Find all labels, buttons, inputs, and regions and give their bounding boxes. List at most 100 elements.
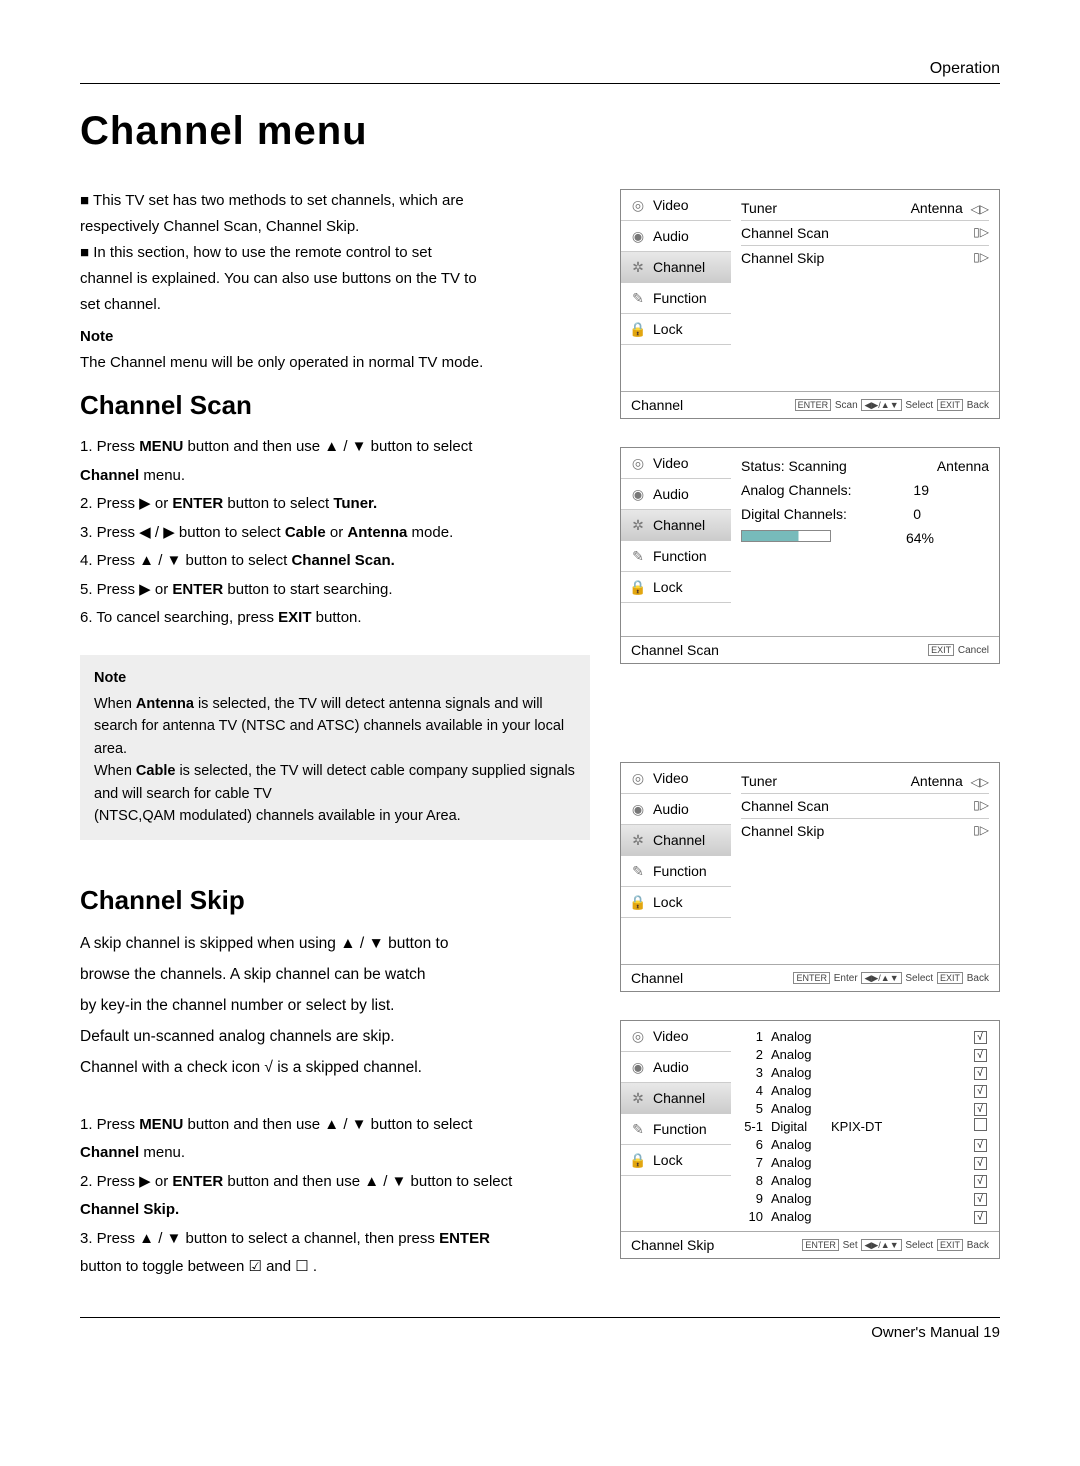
side-lock: 🔒Lock xyxy=(621,314,731,345)
side-video: ◎Video xyxy=(621,190,731,221)
audio-icon: ◉ xyxy=(629,485,647,503)
menu4-hint: ENTER Set ◀▶/▲▼ Select EXIT Back xyxy=(801,1240,989,1251)
side-lock: 🔒Lock xyxy=(621,1145,731,1176)
menu3-hint: ENTER Enter ◀▶/▲▼ Select EXIT Back xyxy=(792,973,989,984)
scan-step4: 4. Press ▲ / ▼ button to select Channel … xyxy=(80,547,590,576)
list-item: 2Analog xyxy=(741,1045,989,1063)
intro-l4: channel is explained. You can also use b… xyxy=(80,267,590,291)
menu3-footer: Channel xyxy=(631,970,683,986)
skip-step2b: Channel Skip. xyxy=(80,1196,590,1225)
menu-channel-scan: ◎Video ◉Audio ✲Channel ✎Function 🔒Lock S… xyxy=(620,447,1000,664)
side-channel: ✲Channel xyxy=(621,825,731,856)
side-function: ✎Function xyxy=(621,1114,731,1145)
lock-icon: 🔒 xyxy=(629,320,647,338)
skip-step2: 2. Press ▶ or ENTER button and then use … xyxy=(80,1168,590,1197)
scan-step5: 5. Press ▶ or ENTER button to start sear… xyxy=(80,576,590,605)
intro-note-head: Note xyxy=(80,325,590,349)
channel-icon: ✲ xyxy=(629,831,647,849)
menu3-skip: Channel Skip▯▷ xyxy=(741,819,989,843)
audio-icon: ◉ xyxy=(629,227,647,245)
list-item: 4Analog xyxy=(741,1081,989,1099)
menu2-footer: Channel Scan xyxy=(631,642,719,658)
menu2-hint: EXIT Cancel xyxy=(927,645,989,656)
menu3-tuner: TunerAntenna ◁▷ xyxy=(741,769,989,794)
function-icon: ✎ xyxy=(629,1120,647,1138)
menu1-footer: Channel xyxy=(631,397,683,413)
menu2-analog: Analog Channels:19 xyxy=(741,478,989,502)
skip-d5: Channel with a check icon √ is a skipped… xyxy=(80,1052,590,1083)
list-item: 8Analog xyxy=(741,1171,989,1189)
list-item: 3Analog xyxy=(741,1063,989,1081)
function-icon: ✎ xyxy=(629,289,647,307)
list-item: 9Analog xyxy=(741,1189,989,1207)
scan-step6: 6. To cancel searching, press EXIT butto… xyxy=(80,604,590,633)
menu1-skip: Channel Skip▯▷ xyxy=(741,246,989,270)
menu-channel: ◎Video ◉Audio ✲Channel ✎Function 🔒Lock T… xyxy=(620,189,1000,419)
side-video: ◎Video xyxy=(621,448,731,479)
side-audio: ◉Audio xyxy=(621,1052,731,1083)
lock-icon: 🔒 xyxy=(629,578,647,596)
menu1-hint: ENTER Scan ◀▶/▲▼ Select EXIT Back xyxy=(794,400,989,411)
intro-l1: This TV set has two methods to set chann… xyxy=(80,189,590,213)
list-item: 6Analog xyxy=(741,1135,989,1153)
audio-icon: ◉ xyxy=(629,1058,647,1076)
list-item: 7Analog xyxy=(741,1153,989,1171)
menu2-progress: 64% xyxy=(741,526,989,550)
lock-icon: 🔒 xyxy=(629,1151,647,1169)
list-item: 5-1DigitalKPIX-DT xyxy=(741,1117,989,1135)
footer: Owner's Manual 19 xyxy=(80,1317,1000,1341)
side-audio: ◉Audio xyxy=(621,794,731,825)
skip-d3: by key-in the channel number or select b… xyxy=(80,990,590,1021)
intro-l5: set channel. xyxy=(80,293,590,317)
list-item: 1Analog xyxy=(741,1027,989,1045)
skip-step1: 1. Press MENU button and then use ▲ / ▼ … xyxy=(80,1111,590,1140)
intro-l2: respectively Channel Scan, Channel Skip. xyxy=(80,215,590,239)
scan-step1: 1. Press MENU button and then use ▲ / ▼ … xyxy=(80,433,590,462)
menu3-scan: Channel Scan▯▷ xyxy=(741,794,989,819)
page-title: Channel menu xyxy=(80,109,1000,154)
menu1-tuner: TunerAntenna ◁▷ xyxy=(741,196,989,221)
channel-icon: ✲ xyxy=(629,1089,647,1107)
channel-icon: ✲ xyxy=(629,258,647,276)
side-audio: ◉Audio xyxy=(621,221,731,252)
side-function: ✎Function xyxy=(621,283,731,314)
side-channel: ✲Channel xyxy=(621,252,731,283)
channel-icon: ✲ xyxy=(629,516,647,534)
menu2-status: Status: ScanningAntenna xyxy=(741,454,989,478)
side-channel: ✲Channel xyxy=(621,1083,731,1114)
menu-channel-3: ◎Video ◉Audio ✲Channel ✎Function 🔒Lock T… xyxy=(620,762,1000,992)
skip-step3b: button to toggle between ☑ and ☐ . xyxy=(80,1253,590,1282)
side-video: ◎Video xyxy=(621,1021,731,1052)
intro-l3: In this section, how to use the remote c… xyxy=(80,241,590,265)
notebox-p3: (NTSC,QAM modulated) channels available … xyxy=(94,805,576,827)
side-channel: ✲Channel xyxy=(621,510,731,541)
scan-step1b: Channel menu. xyxy=(80,462,590,491)
intro-note-line: The Channel menu will be only operated i… xyxy=(80,351,590,375)
menu1-scan: Channel Scan▯▷ xyxy=(741,221,989,246)
skip-d2: browse the channels. A skip channel can … xyxy=(80,959,590,990)
notebox-p2: When Cable is selected, the TV will dete… xyxy=(94,760,576,805)
skip-step1b: Channel menu. xyxy=(80,1139,590,1168)
side-lock: 🔒Lock xyxy=(621,887,731,918)
video-icon: ◎ xyxy=(629,454,647,472)
list-item: 10Analog xyxy=(741,1207,989,1225)
channel-list: 1Analog2Analog3Analog4Analog5Analog5-1Di… xyxy=(731,1021,999,1231)
skip-d4: Default un-scanned analog channels are s… xyxy=(80,1021,590,1052)
notebox-p1: When Antenna is selected, the TV will de… xyxy=(94,693,576,760)
skip-step3: 3. Press ▲ / ▼ button to select a channe… xyxy=(80,1225,590,1254)
notebox-head: Note xyxy=(94,667,576,689)
skip-heading: Channel Skip xyxy=(80,885,590,916)
skip-d1: A skip channel is skipped when using ▲ /… xyxy=(80,928,590,959)
menu4-footer: Channel Skip xyxy=(631,1237,714,1253)
side-function: ✎Function xyxy=(621,541,731,572)
side-lock: 🔒Lock xyxy=(621,572,731,603)
scan-step3: 3. Press ◀ / ▶ button to select Cable or… xyxy=(80,519,590,548)
video-icon: ◎ xyxy=(629,1027,647,1045)
notebox: Note When Antenna is selected, the TV wi… xyxy=(80,655,590,840)
lock-icon: 🔒 xyxy=(629,893,647,911)
function-icon: ✎ xyxy=(629,862,647,880)
header-section: Operation xyxy=(80,60,1000,84)
audio-icon: ◉ xyxy=(629,800,647,818)
side-function: ✎Function xyxy=(621,856,731,887)
side-video: ◎Video xyxy=(621,763,731,794)
